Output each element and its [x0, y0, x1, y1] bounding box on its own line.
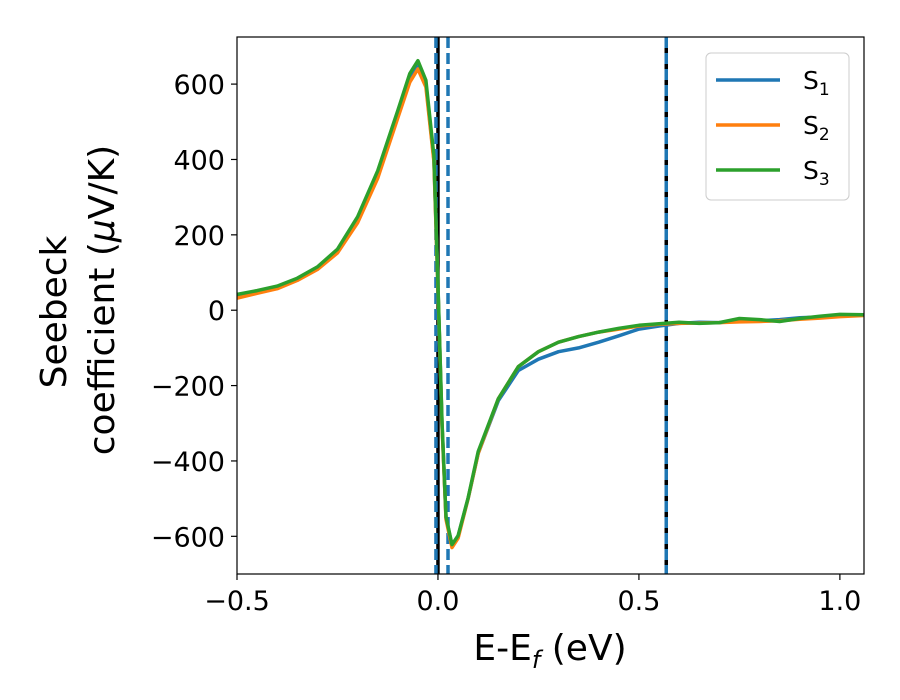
y-axis: −600 −400 −200 0 200 400 600	[151, 70, 237, 553]
x-axis: −0.5 0.0 0.5 1.0	[204, 574, 861, 617]
y-axis-title-line2: coefficient (μV/K)	[82, 145, 123, 455]
y-tick-label-4: 200	[173, 221, 225, 252]
legend-label-s3: S3	[803, 156, 830, 190]
y-tick-label-3: 0	[208, 296, 225, 327]
y-tick-label-5: 400	[173, 145, 225, 176]
y-tick-label-0: −600	[151, 522, 225, 553]
legend-label-s1: S1	[803, 66, 830, 100]
legend: S1 S2 S3	[705, 52, 850, 201]
x-tick-label-3: 1.0	[818, 586, 861, 617]
x-tick-label-0: −0.5	[204, 586, 270, 617]
y-tick-label-6: 600	[173, 70, 225, 101]
y-tick-label-1: −400	[151, 447, 225, 478]
series-group	[237, 58, 864, 550]
y-axis-title-line1: Seebeck	[34, 235, 75, 388]
x-axis-title: E-Ef (eV)	[473, 628, 626, 674]
x-tick-label-1: 0.0	[416, 586, 459, 617]
legend-label-s2: S2	[803, 111, 830, 145]
plot-frame	[236, 36, 865, 575]
x-tick-label-2: 0.5	[617, 586, 660, 617]
series-line-s3	[237, 58, 864, 547]
y-tick-label-2: −200	[151, 372, 225, 403]
